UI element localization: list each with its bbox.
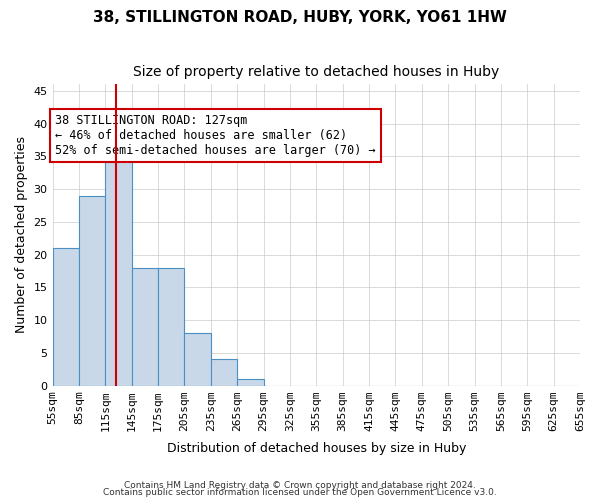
Y-axis label: Number of detached properties: Number of detached properties [15, 136, 28, 334]
Bar [237, 379, 263, 386]
Bar [184, 333, 211, 386]
Title: Size of property relative to detached houses in Huby: Size of property relative to detached ho… [133, 65, 499, 79]
Text: Contains HM Land Registry data © Crown copyright and database right 2024.: Contains HM Land Registry data © Crown c… [124, 480, 476, 490]
Bar [131, 268, 158, 386]
Bar [211, 360, 237, 386]
Bar [158, 268, 184, 386]
Text: Contains public sector information licensed under the Open Government Licence v3: Contains public sector information licen… [103, 488, 497, 497]
X-axis label: Distribution of detached houses by size in Huby: Distribution of detached houses by size … [167, 442, 466, 455]
Bar [53, 248, 79, 386]
Text: 38 STILLINGTON ROAD: 127sqm
← 46% of detached houses are smaller (62)
52% of sem: 38 STILLINGTON ROAD: 127sqm ← 46% of det… [55, 114, 376, 157]
Bar [79, 196, 105, 386]
Bar [105, 156, 131, 386]
Text: 38, STILLINGTON ROAD, HUBY, YORK, YO61 1HW: 38, STILLINGTON ROAD, HUBY, YORK, YO61 1… [93, 10, 507, 25]
